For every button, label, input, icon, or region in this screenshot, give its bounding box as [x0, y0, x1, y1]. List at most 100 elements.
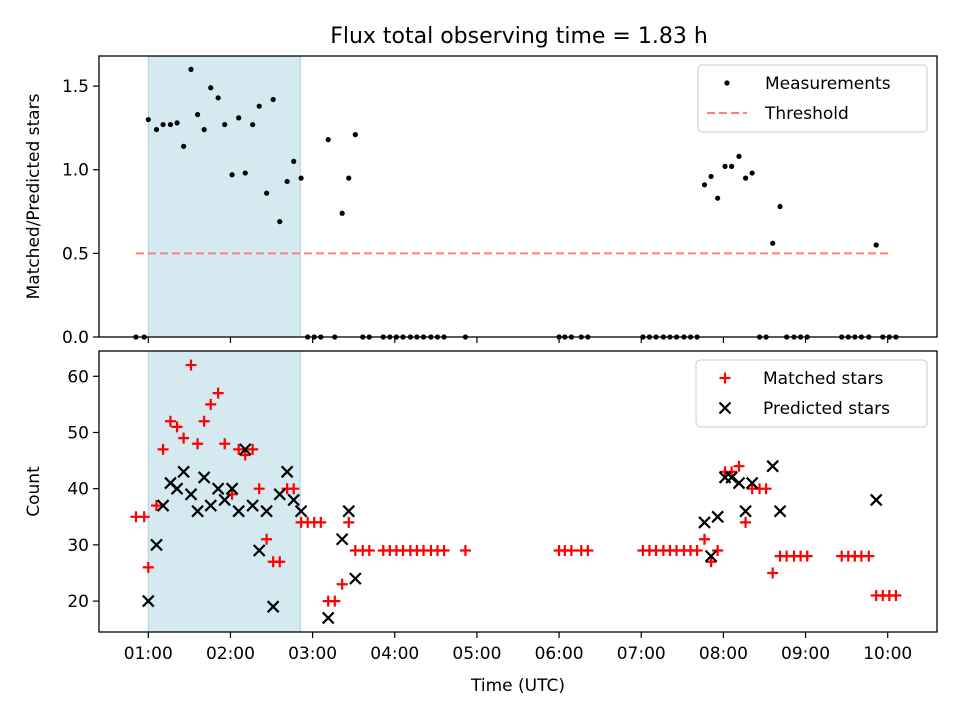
measurement-point: [242, 170, 248, 176]
predicted-point: [238, 443, 252, 456]
measurement-point: [188, 66, 194, 72]
measurement-point: [298, 175, 304, 181]
y-tick-label: 50: [67, 423, 89, 443]
predicted-point: [704, 549, 718, 563]
series-predicted-stars: [142, 443, 883, 625]
predicted-point: [191, 504, 204, 518]
measurement-point: [222, 121, 228, 128]
matched-point: [801, 550, 813, 562]
x-tick-label: 03:00: [288, 644, 337, 664]
x-tick-label: 04:00: [370, 644, 419, 664]
measurement-point: [346, 175, 352, 181]
predicted-point: [204, 499, 218, 512]
predicted-point: [170, 482, 184, 495]
series-matched-stars: [130, 359, 902, 607]
legend-label: Threshold: [764, 104, 849, 124]
y-tick-label: 20: [67, 592, 89, 612]
matched-point: [438, 545, 450, 557]
predicted-point: [739, 504, 752, 518]
predicted-point: [287, 493, 300, 507]
matched-point: [185, 359, 197, 371]
predicted-point: [280, 465, 294, 479]
measurement-point: [715, 195, 721, 201]
matched-point: [192, 438, 204, 450]
matched-point: [261, 533, 273, 545]
matched-point: [157, 443, 169, 455]
legend-marker-measurements: [724, 80, 730, 86]
predicted-point: [252, 544, 266, 557]
measurement-point: [777, 203, 783, 210]
predicted-point: [732, 476, 746, 490]
predicted-point: [266, 600, 280, 613]
matched-point: [582, 545, 594, 557]
x-tick-label: 08:00: [699, 644, 748, 664]
predicted-point: [698, 516, 711, 529]
x-tick-label: 01:00: [124, 644, 173, 664]
measurement-point: [160, 121, 166, 128]
predicted-point: [232, 504, 245, 518]
matched-point: [733, 460, 745, 472]
matched-point: [164, 415, 176, 427]
measurement-point: [708, 173, 714, 180]
measurement-point: [145, 116, 151, 123]
matched-point: [198, 415, 210, 427]
predicted-point: [184, 488, 198, 501]
measurement-point: [270, 96, 276, 103]
measurement-point: [339, 210, 345, 216]
matched-point: [343, 516, 355, 528]
predicted-point: [260, 504, 273, 518]
measurement-point: [277, 218, 283, 225]
x-tick-label: 05:00: [452, 644, 501, 664]
matched-point: [726, 466, 738, 478]
legend: Matched stars Predicted stars: [695, 359, 928, 428]
matched-point: [233, 443, 245, 455]
matched-point: [336, 578, 348, 590]
predicted-point: [335, 532, 349, 546]
predicted-point: [321, 611, 335, 625]
matched-point: [459, 545, 471, 557]
matched-point: [151, 500, 163, 512]
chart-title: Flux total observing time = 1.83 h: [330, 24, 708, 49]
y-axis-label: Matched/Predicted stars: [24, 93, 44, 299]
matched-point: [274, 556, 286, 568]
predicted-point: [349, 572, 362, 585]
y-tick-label: 60: [67, 367, 89, 387]
legend-box: [697, 64, 928, 133]
matched-point: [212, 387, 224, 399]
legend-label: Predicted stars: [763, 399, 890, 419]
matched-point: [363, 545, 375, 557]
measurement-point: [873, 242, 879, 248]
x-tick-label: 07:00: [617, 644, 666, 664]
measurement-point: [250, 121, 256, 128]
legend-box: [695, 359, 928, 428]
measurement-point: [291, 158, 297, 164]
measurement-point: [215, 95, 221, 101]
measurement-point: [284, 178, 290, 185]
matched-point: [247, 443, 259, 455]
predicted-point: [156, 499, 170, 512]
axes-frame: [98, 55, 938, 338]
measurement-point: [742, 175, 749, 181]
predicted-point: [711, 510, 724, 524]
x-tick-label: 06:00: [535, 644, 584, 664]
matched-point: [253, 483, 265, 495]
top-panel: 0.0 0.5 1.0 1.5 Matched/Predicted stars Measu…: [24, 55, 938, 348]
measurement-point: [729, 163, 735, 169]
matched-point: [712, 545, 724, 557]
y-axis-label: Count: [24, 466, 44, 517]
bottom-panel: 20 30 40 50 60 01:00 02:00 03:00 04:00 05:00 06:00…: [24, 350, 938, 696]
measurement-point: [256, 103, 262, 109]
measurement-point: [167, 121, 174, 128]
matched-point: [760, 483, 772, 495]
predicted-point: [225, 482, 239, 495]
observing-span: [147, 55, 301, 338]
matched-point: [205, 398, 217, 410]
x-tick-label: 09:00: [781, 644, 830, 664]
matched-point: [239, 449, 251, 461]
legend-label: Measurements: [765, 74, 891, 94]
measurement-point: [749, 170, 755, 176]
x-axis-label: Time (UTC): [470, 676, 565, 696]
matched-point: [705, 556, 717, 568]
predicted-point: [197, 471, 211, 484]
measurement-point: [174, 120, 180, 126]
